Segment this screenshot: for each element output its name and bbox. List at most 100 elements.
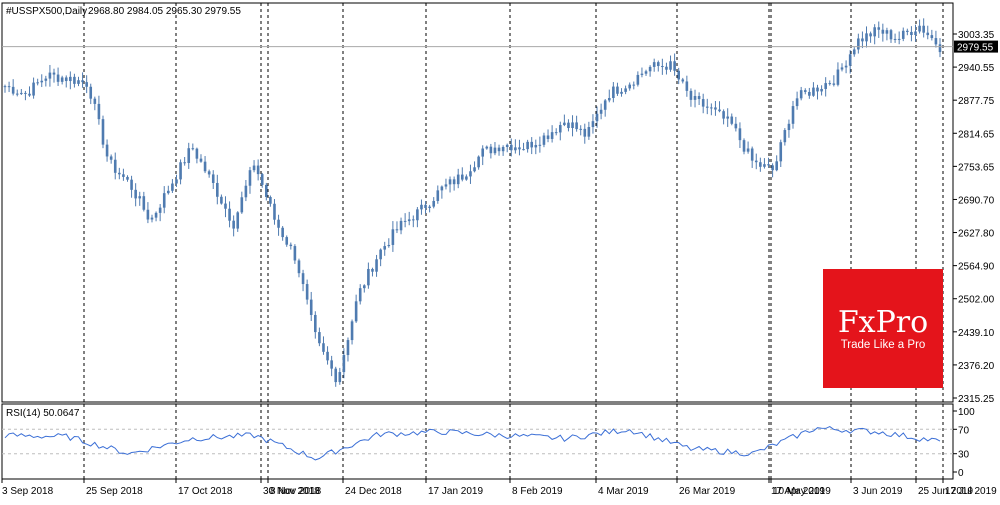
candle-body (901, 30, 905, 39)
candle-body (705, 106, 709, 108)
candle-body (93, 98, 97, 104)
candle-body (575, 122, 578, 130)
x-tick-label: 25 Sep 2018 (86, 486, 143, 497)
candle-body (428, 206, 431, 208)
candle-body (746, 148, 750, 152)
y-tick-label: 2564.90 (958, 262, 995, 273)
candle-body (411, 219, 415, 221)
candle-body (424, 204, 427, 208)
y-tick-label: 2753.65 (958, 162, 995, 173)
candle-body (301, 273, 305, 285)
candle-body (897, 38, 901, 40)
candle-body (118, 172, 121, 175)
candle-body (134, 189, 137, 199)
rsi-line (4, 426, 941, 461)
candle-body (440, 186, 444, 191)
y-tick-label: 2940.55 (958, 63, 995, 74)
candle-body (787, 123, 791, 131)
candle-body (138, 196, 142, 199)
candle-body (460, 174, 464, 180)
candle-body (518, 147, 521, 150)
candle-body (893, 38, 897, 40)
candle-body (791, 106, 795, 124)
candle-body (873, 27, 876, 37)
candle-body (726, 116, 729, 119)
candle-body (154, 212, 158, 218)
candle-body (620, 91, 623, 94)
y-tick-label: 2502.00 (958, 295, 995, 306)
candle-body (375, 259, 378, 272)
candle-body (607, 98, 611, 101)
candle-body (591, 121, 595, 128)
candle-body (783, 130, 787, 143)
x-tick-label: 24 Dec 2018 (345, 486, 402, 497)
candle-body (48, 72, 52, 79)
candle-body (714, 107, 717, 110)
candle-body (759, 162, 762, 167)
candle-body (314, 314, 317, 333)
candle-body (289, 244, 293, 247)
candle-body (20, 92, 23, 94)
candle-body (85, 82, 88, 87)
candle-body (40, 80, 44, 83)
candle-body (52, 72, 56, 75)
candle-body (171, 183, 174, 191)
y-tick-label: 2814.65 (958, 129, 995, 140)
candle-body (395, 229, 399, 231)
candle-body (318, 332, 321, 344)
candle-body (550, 132, 554, 139)
candle-body (579, 128, 582, 130)
x-tick-label: 10 May 2019 (773, 486, 831, 497)
candle-body (775, 161, 778, 171)
candle-body (420, 204, 423, 210)
candle-body (240, 197, 244, 213)
candle-body (558, 125, 562, 133)
candle-body (750, 148, 754, 161)
candle-body (754, 160, 758, 163)
candle-body (175, 179, 178, 184)
candle-body (563, 122, 566, 126)
candle-body (293, 246, 297, 261)
candle-body (211, 174, 215, 183)
candle-body (126, 176, 129, 180)
candle-body (187, 148, 191, 163)
candle-body (914, 31, 917, 35)
candle-body (808, 91, 811, 96)
candle-body (69, 76, 72, 82)
candle-body (656, 62, 660, 67)
candle-body (722, 111, 725, 119)
y-tick-label: 2315.25 (958, 394, 995, 405)
rsi-panel-frame (1, 403, 954, 480)
x-tick-label: 17 Oct 2018 (178, 486, 233, 497)
candle-body (28, 93, 31, 96)
candle-body (44, 78, 48, 81)
candle-body (906, 30, 909, 32)
candle-body (260, 174, 264, 185)
candle-body (277, 219, 280, 228)
candle-body (224, 203, 227, 209)
candle-body (910, 31, 913, 35)
candle-body (526, 141, 529, 150)
candle-body (763, 164, 766, 167)
candle-body (101, 119, 105, 145)
candle-body (681, 79, 685, 82)
candle-body (11, 86, 15, 94)
candle-body (220, 196, 223, 204)
candle-body (799, 90, 803, 99)
x-tick-label: 8 Feb 2019 (512, 486, 563, 497)
current-price-tag (954, 40, 998, 53)
rsi-tick-label: 70 (958, 425, 970, 436)
y-tick-label: 2690.70 (958, 195, 995, 206)
candle-body (567, 122, 570, 129)
candle-body (599, 109, 603, 114)
candle-body (403, 220, 407, 222)
candle-body (77, 80, 80, 84)
candle-body (383, 246, 387, 250)
candle-body (828, 83, 832, 85)
candle-body (542, 135, 546, 145)
candle-body (522, 149, 525, 151)
candle-body (81, 80, 84, 83)
x-tick-label: 17 Apr 2019 (771, 486, 825, 497)
candle-body (640, 73, 644, 75)
candle-body (742, 140, 746, 152)
